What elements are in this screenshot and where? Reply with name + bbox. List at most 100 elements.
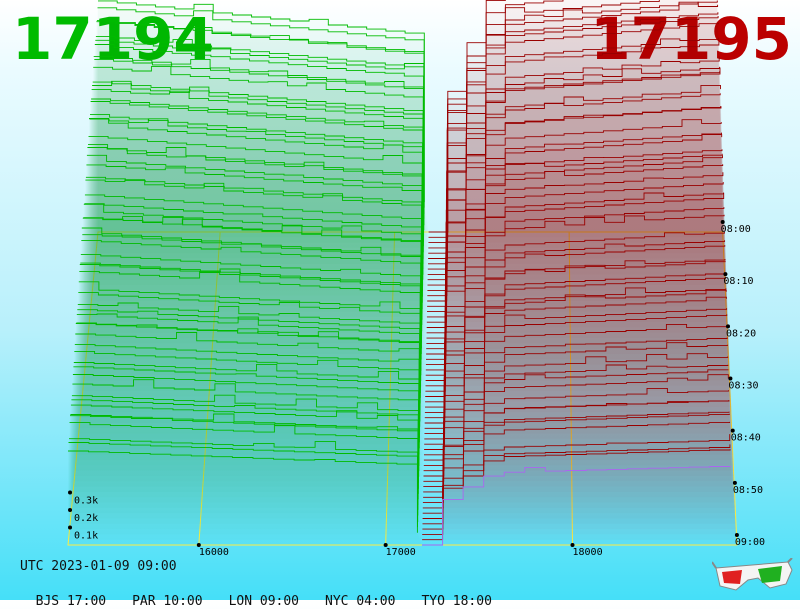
price-tick-dot	[383, 543, 388, 547]
bid-depth-line	[88, 144, 423, 310]
bid-depth-line	[72, 374, 420, 477]
bid-depth-line	[96, 20, 425, 214]
bid-area	[68, 451, 422, 545]
bid-depth-line	[93, 56, 424, 247]
time-tick-dot	[723, 272, 728, 277]
bid-depth-line	[68, 450, 418, 533]
bid-depth-line	[77, 302, 421, 422]
bid-depth-line	[89, 118, 423, 292]
clock-lon: LON 09:00	[228, 594, 300, 609]
bid-depth-line	[70, 404, 419, 500]
bid-depth-line	[80, 262, 421, 394]
bid-depth-line	[76, 322, 420, 438]
bid-depth-line	[75, 323, 420, 443]
bid-depth-line	[79, 270, 421, 404]
bid-depth-line	[92, 81, 424, 259]
volume-tick-dot	[68, 525, 73, 530]
bid-depth-line	[78, 292, 421, 416]
time-tick-label: 09:00	[735, 537, 765, 548]
utc-time: UTC 2023-01-09 09:00	[20, 559, 177, 574]
bid-depth-line	[98, 0, 425, 203]
bid-depth-line	[74, 344, 420, 455]
ask-price: 17195	[590, 4, 792, 74]
bid-depth-line	[76, 313, 421, 433]
time-tick-dot	[732, 480, 737, 485]
depth-lines	[68, 0, 731, 546]
price-gridline	[568, 231, 573, 546]
price-gridline	[198, 231, 221, 546]
price-tick-dot	[196, 543, 201, 547]
bid-depth-line	[91, 98, 424, 275]
bid-depth-line	[84, 203, 422, 349]
chart-ticks: 16000 17000 18000 0.1k 0.2k 0.3k 09:00 08:50 08:…	[68, 220, 765, 558]
volume-tick-dot	[68, 508, 73, 512]
time-tick-dot	[734, 533, 739, 537]
bid-depth-line	[69, 422, 419, 516]
price-tick-label: 16000	[199, 547, 229, 558]
clock-nyc: NYC 04:00	[325, 594, 396, 609]
bid-depth-line	[85, 179, 423, 337]
bid-depth-line	[86, 164, 423, 325]
bid-depth-line	[80, 254, 422, 388]
time-tick-label: 08:10	[723, 276, 753, 287]
bid-depth-line	[94, 58, 424, 242]
floor-frame	[67, 231, 738, 546]
volume-tick-label: 0.2k	[74, 513, 98, 524]
bid-depth-line	[69, 438, 419, 522]
bid-depth-line	[68, 442, 418, 528]
volume-tick-label: 0.1k	[74, 531, 98, 542]
clock-tyo: TYO 18:00	[421, 594, 492, 609]
ask-depth-line	[422, 466, 731, 546]
depth-chart: 16000 17000 18000 0.1k 0.2k 0.3k 09:00 08:50 08:…	[67, 0, 765, 558]
bid-depth-line	[73, 362, 420, 466]
time-tick-dot	[728, 376, 733, 381]
bid-depth-line	[97, 7, 425, 208]
bid-depth-line	[96, 21, 425, 219]
bid-depth-line	[83, 203, 422, 354]
time-tick-dot	[720, 220, 725, 224]
time-tick-dot	[725, 324, 730, 329]
bid-depth-line	[86, 154, 423, 320]
bid-depth-line	[88, 135, 423, 303]
bid-depth-line	[79, 264, 421, 398]
time-tick-label: 08:50	[733, 485, 763, 496]
bid-depth-line	[74, 350, 420, 461]
3d-glasses-icon[interactable]	[712, 558, 794, 592]
bid-depth-line	[93, 66, 424, 253]
price-tick-label: 17000	[386, 547, 416, 558]
bid-depth-line	[81, 227, 422, 376]
clock-par: PAR 10:00	[132, 594, 203, 609]
bid-depth-line	[92, 80, 424, 264]
ask-depth-line	[426, 153, 723, 350]
bid-depth-line	[90, 101, 424, 280]
bid-depth-line	[71, 394, 419, 489]
bid-depth-line	[81, 240, 422, 381]
bid-depth-line	[78, 281, 421, 411]
bid-depth-line	[71, 399, 419, 494]
price-tick-dot	[570, 543, 575, 547]
bid-depth-line	[85, 176, 423, 332]
volume-tick-label: 0.3k	[74, 496, 98, 507]
price-tick-label: 18000	[573, 547, 603, 558]
time-tick-label: 08:40	[731, 433, 761, 444]
bid-depth-line	[84, 194, 422, 343]
volume-tick-dot	[68, 490, 73, 495]
bid-depth-line	[95, 36, 425, 226]
bid-depth-line	[87, 147, 423, 314]
time-tick-dot	[730, 428, 735, 433]
time-tick-label: 08:30	[728, 381, 758, 392]
bid-depth-line	[89, 118, 423, 297]
bid-depth-line	[91, 89, 424, 269]
bid-depth-line	[73, 366, 420, 472]
time-tick-label: 08:20	[726, 328, 756, 339]
clock-bjs: BJS 17:00	[35, 594, 107, 609]
bid-depth-line	[70, 413, 419, 505]
ask-depth-line	[422, 434, 731, 530]
bid-depth-line	[72, 379, 419, 483]
bid-price: 17194	[12, 4, 214, 74]
bid-depth-line	[82, 216, 422, 365]
bid-depth-line	[95, 39, 425, 231]
bid-depth-line	[70, 415, 419, 510]
bid-depth-line	[75, 332, 420, 449]
world-clocks: BJS 17:00 PAR 10:00 LON 09:00 NYC 04:00 TYO …	[20, 579, 518, 609]
